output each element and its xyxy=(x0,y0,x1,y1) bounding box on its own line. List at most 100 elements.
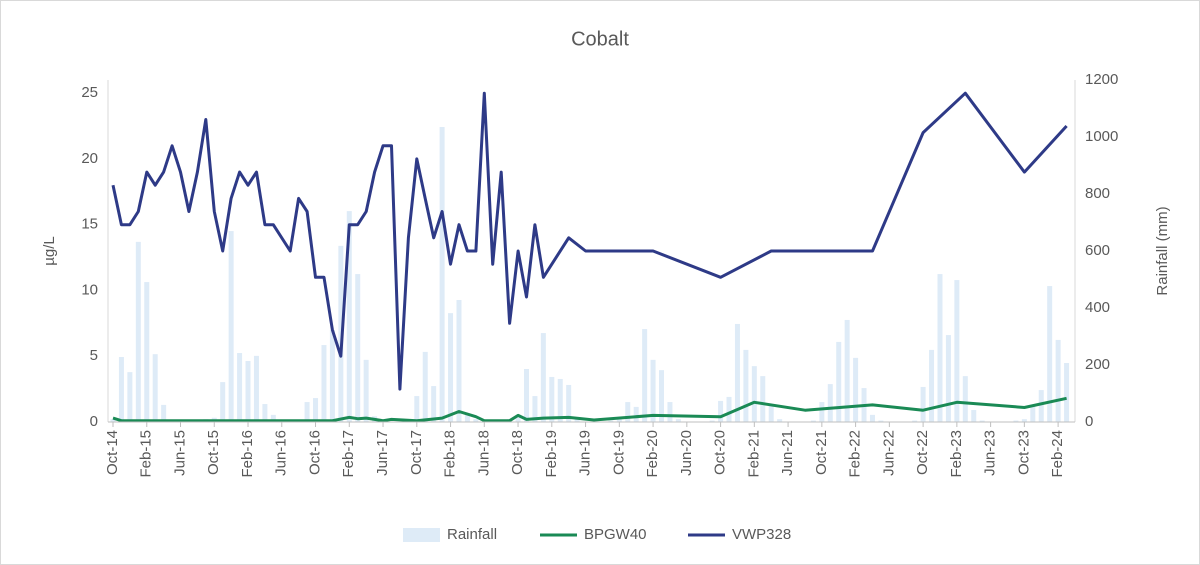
rainfall-bar xyxy=(245,361,251,422)
rainfall-bar xyxy=(819,402,825,422)
rainfall-bar xyxy=(220,382,226,422)
rainfall-bar xyxy=(954,280,960,422)
x-tick-label: Jun-20 xyxy=(678,430,695,476)
rainfall-bar xyxy=(532,396,538,422)
rainfall-bar xyxy=(456,300,462,422)
rainfall-bar xyxy=(869,414,875,422)
x-tick-label: Feb-16 xyxy=(239,430,256,478)
rainfall-bar xyxy=(363,359,369,422)
rainfall-bar xyxy=(827,384,833,422)
rainfall-bar xyxy=(144,282,150,422)
x-tick-label: Oct-16 xyxy=(306,430,323,475)
rainfall-bar xyxy=(616,419,622,422)
x-tick-label: Feb-15 xyxy=(138,430,155,478)
rainfall-bar xyxy=(355,274,361,422)
plot-area xyxy=(110,91,1070,423)
rainfall-bar xyxy=(313,398,319,422)
rainfall-bar xyxy=(726,396,732,422)
rainfall-bar xyxy=(979,420,985,422)
rainfall-bar xyxy=(659,370,665,422)
rainfall-bar xyxy=(1030,404,1036,422)
rainfall-bar xyxy=(448,313,454,422)
rainfall-bar xyxy=(1013,420,1019,422)
x-tick-label: Feb-17 xyxy=(340,430,357,478)
rainfall-bar xyxy=(515,416,521,422)
rainfall-bar xyxy=(262,404,268,422)
rainfall-bar xyxy=(228,231,234,422)
rainfall-bar xyxy=(1047,286,1053,422)
rainfall-bar xyxy=(346,211,352,422)
y2-tick-label: 400 xyxy=(1085,299,1110,316)
rainfall-bar xyxy=(110,419,116,422)
rainfall-bar xyxy=(540,333,546,422)
rainfall-bar xyxy=(777,419,783,422)
rainfall-bar xyxy=(810,420,816,422)
rainfall-bar xyxy=(1055,339,1061,422)
y2-tick-label: 1200 xyxy=(1085,71,1118,88)
rainfall-bar xyxy=(557,378,563,422)
rainfall-bar xyxy=(549,376,555,422)
x-tick-label: Feb-21 xyxy=(745,430,762,478)
x-tick-label: Feb-24 xyxy=(1049,430,1066,478)
y2-tick-label: 0 xyxy=(1085,413,1093,430)
legend-label: VWP328 xyxy=(732,526,791,543)
y-tick-label: 0 xyxy=(90,413,98,430)
rainfall-bar xyxy=(709,420,715,422)
legend-swatch xyxy=(403,528,440,542)
x-tick-label: Feb-22 xyxy=(847,430,864,478)
x-tick-label: Jun-22 xyxy=(880,430,897,476)
rainfall-bar xyxy=(920,386,926,422)
rainfall-bar xyxy=(751,366,757,422)
rainfall-bar xyxy=(321,345,327,422)
rainfall-bar xyxy=(675,419,681,422)
rainfall-bar xyxy=(912,420,918,422)
y2-tick-label: 200 xyxy=(1085,356,1110,373)
rainfall-bar xyxy=(253,355,259,422)
x-tick-label: Oct-22 xyxy=(914,430,931,475)
y2-axis-label: Rainfall (mm) xyxy=(1154,206,1171,295)
rainfall-bar xyxy=(971,410,977,422)
y-tick-label: 15 xyxy=(81,216,98,233)
x-tick-label: Oct-21 xyxy=(813,430,830,475)
rainfall-bar xyxy=(853,357,859,422)
rainfall-bar xyxy=(237,353,243,422)
y-axis-label: µg/L xyxy=(41,236,58,266)
rainfall-bar xyxy=(768,404,774,422)
rainfall-bar xyxy=(962,376,968,422)
rainfall-bar xyxy=(650,359,656,422)
rainfall-bar xyxy=(431,386,437,422)
legend-label: BPGW40 xyxy=(584,526,647,543)
rainfall-bar xyxy=(523,368,529,422)
rainfall-bar xyxy=(329,329,335,422)
rainfall-bar xyxy=(270,414,276,422)
legend-label: Rainfall xyxy=(447,526,497,543)
x-tick-label: Feb-20 xyxy=(644,430,661,478)
rainfall-bar xyxy=(135,241,141,422)
rainfall-bar xyxy=(945,335,951,422)
rainfall-bar xyxy=(878,420,884,422)
rainfall-bar xyxy=(161,404,167,422)
x-tick-label: Oct-17 xyxy=(408,430,425,475)
rainfall-bar xyxy=(304,402,310,422)
y-tick-label: 10 xyxy=(81,281,98,298)
rainfall-bar xyxy=(743,349,749,422)
rainfall-bar xyxy=(734,323,740,422)
rainfall-bar xyxy=(464,413,470,422)
rainfall-bar xyxy=(929,349,935,422)
x-tick-label: Feb-23 xyxy=(948,430,965,478)
y-tick-label: 25 xyxy=(81,84,98,101)
rainfall-bar xyxy=(127,372,133,422)
rainfall-bar xyxy=(937,274,943,422)
y-tick-label: 20 xyxy=(81,150,98,167)
x-tick-label: Oct-19 xyxy=(610,430,627,475)
x-tick-label: Jun-15 xyxy=(171,430,188,476)
rainfall-bar xyxy=(118,357,124,422)
x-tick-label: Jun-23 xyxy=(982,430,999,476)
rainfall-bar xyxy=(566,384,572,422)
series-line xyxy=(111,91,1068,391)
rainfall-bar xyxy=(667,402,673,422)
rainfall-bar xyxy=(1064,363,1070,422)
y2-tick-label: 800 xyxy=(1085,185,1110,202)
rainfall-bar xyxy=(1021,419,1027,422)
